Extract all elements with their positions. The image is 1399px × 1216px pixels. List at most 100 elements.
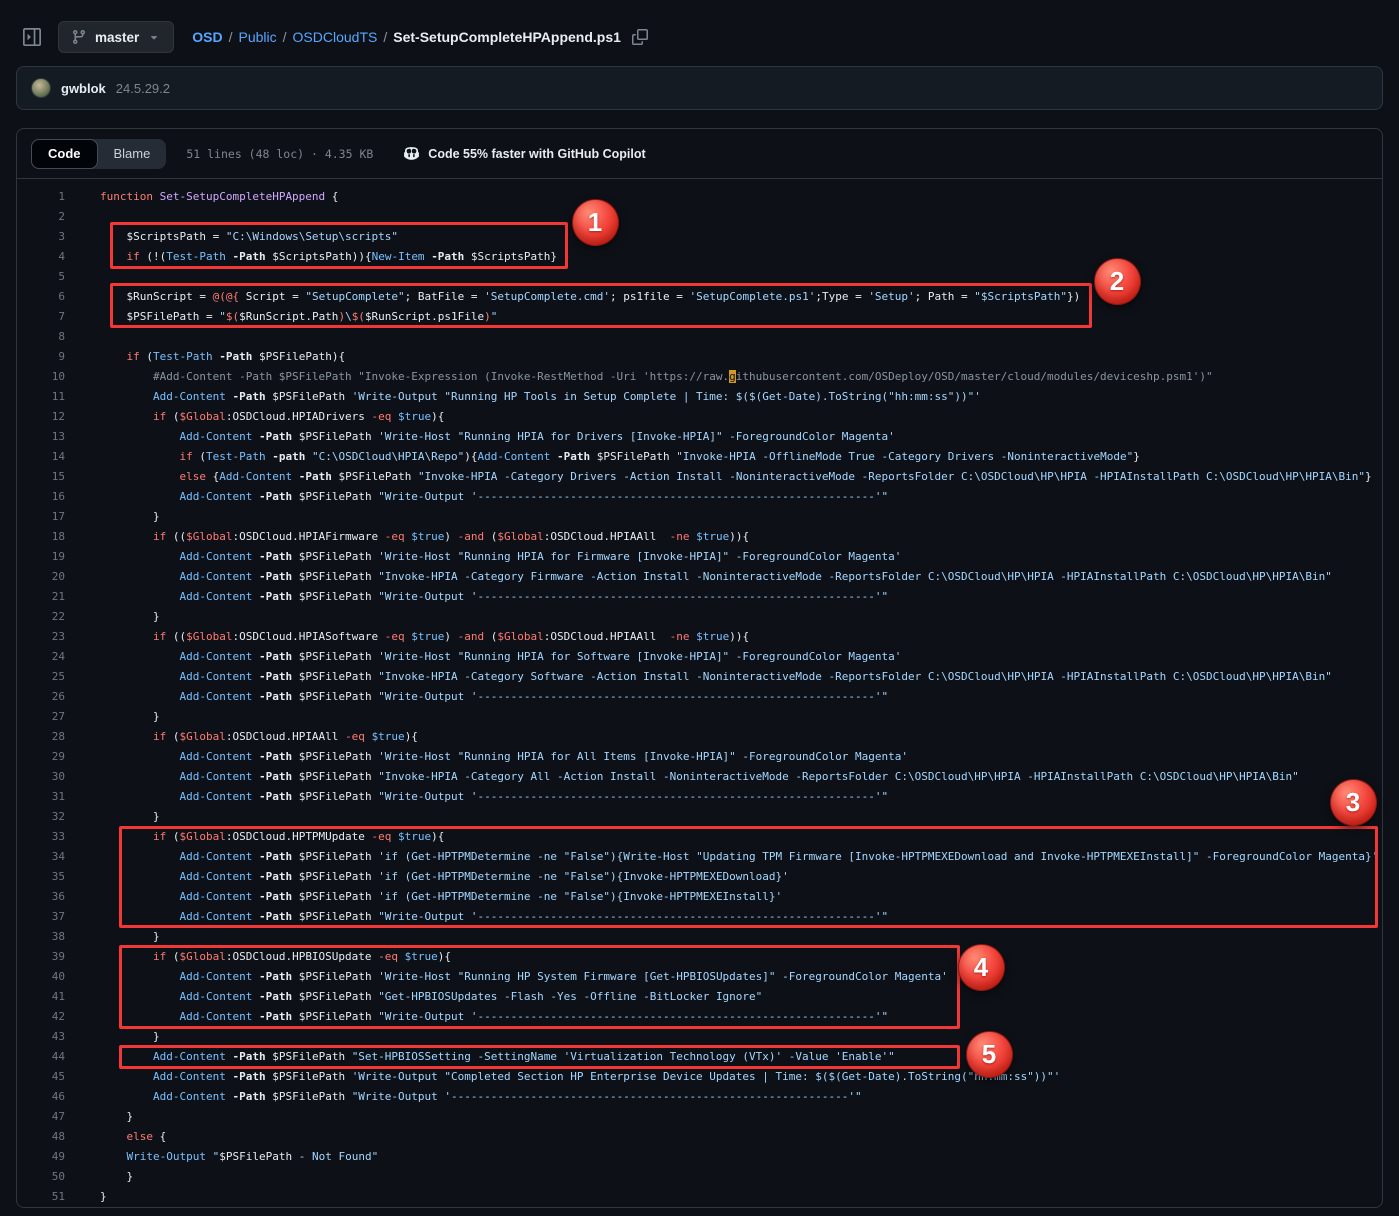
code-line: 38 } bbox=[17, 927, 1382, 947]
code-line: 25 Add-Content -Path $PSFilePath "Invoke… bbox=[17, 667, 1382, 687]
code-line: 29 Add-Content -Path $PSFilePath 'Write-… bbox=[17, 747, 1382, 767]
breadcrumb: OSD / Public / OSDCloudTS / Set-SetupCom… bbox=[192, 26, 651, 48]
line-number[interactable]: 15 bbox=[51, 470, 65, 483]
copy-path-button[interactable] bbox=[629, 26, 651, 48]
line-number[interactable]: 21 bbox=[51, 590, 65, 603]
line-number[interactable]: 1 bbox=[58, 190, 65, 203]
line-number[interactable]: 33 bbox=[51, 830, 65, 843]
line-content: function Set-SetupCompleteHPAppend { bbox=[100, 190, 339, 203]
copy-icon bbox=[631, 29, 648, 45]
line-number[interactable]: 38 bbox=[51, 930, 65, 943]
line-content: Add-Content -Path $PSFilePath 'Write-Out… bbox=[152, 390, 981, 403]
code-line: 47 } bbox=[17, 1107, 1382, 1127]
line-number[interactable]: 51 bbox=[51, 1190, 65, 1203]
line-number[interactable]: 48 bbox=[51, 1130, 65, 1143]
code-line: 39 if ($Global:OSDCloud.HPBIOSUpdate -eq… bbox=[17, 947, 1382, 967]
line-content: Add-Content -Path $PSFilePath "Write-Out… bbox=[179, 490, 889, 503]
line-number[interactable]: 29 bbox=[51, 750, 65, 763]
breadcrumb-dir-public[interactable]: Public bbox=[238, 29, 277, 45]
line-number[interactable]: 22 bbox=[51, 610, 65, 623]
line-number[interactable]: 31 bbox=[51, 790, 65, 803]
line-number[interactable]: 43 bbox=[51, 1030, 65, 1043]
line-number[interactable]: 27 bbox=[51, 710, 65, 723]
commit-message[interactable]: 24.5.29.2 bbox=[115, 80, 170, 96]
line-number[interactable]: 12 bbox=[51, 410, 65, 423]
line-number[interactable]: 46 bbox=[51, 1090, 65, 1103]
line-content: } bbox=[100, 610, 160, 623]
line-content: Add-Content -Path $PSFilePath "Get-HPBIO… bbox=[179, 990, 763, 1003]
line-number[interactable]: 13 bbox=[51, 430, 65, 443]
line-number[interactable]: 32 bbox=[51, 810, 65, 823]
line-number[interactable]: 5 bbox=[58, 270, 65, 283]
commit-author[interactable]: gwblok bbox=[61, 80, 106, 96]
copilot-banner[interactable]: Code 55% faster with GitHub Copilot bbox=[403, 145, 646, 162]
line-number[interactable]: 10 bbox=[51, 370, 65, 383]
line-number[interactable]: 45 bbox=[51, 1070, 65, 1083]
tab-blame[interactable]: Blame bbox=[113, 146, 151, 161]
line-content: else {Add-Content -Path $PSFilePath "Inv… bbox=[179, 470, 1372, 483]
expand-file-tree-button[interactable] bbox=[16, 21, 48, 53]
line-number[interactable]: 44 bbox=[51, 1050, 65, 1063]
line-number[interactable]: 8 bbox=[58, 330, 65, 343]
breadcrumb-file-name: Set-SetupCompleteHPAppend.ps1 bbox=[393, 29, 621, 45]
line-number[interactable]: 39 bbox=[51, 950, 65, 963]
line-number[interactable]: 42 bbox=[51, 1010, 65, 1023]
line-number[interactable]: 19 bbox=[51, 550, 65, 563]
line-number[interactable]: 16 bbox=[51, 490, 65, 503]
line-number[interactable]: 41 bbox=[51, 990, 65, 1003]
avatar[interactable] bbox=[31, 78, 51, 98]
line-number[interactable]: 35 bbox=[51, 870, 65, 883]
line-number[interactable]: 9 bbox=[58, 350, 65, 363]
line-content: Add-Content -Path $PSFilePath 'Write-Hos… bbox=[179, 550, 902, 563]
line-number[interactable]: 26 bbox=[51, 690, 65, 703]
file-meta: 51 lines (48 loc) · 4.35 KB bbox=[186, 146, 374, 161]
line-number[interactable]: 30 bbox=[51, 770, 65, 783]
line-content: Add-Content -Path $PSFilePath "Invoke-HP… bbox=[179, 670, 1332, 683]
line-number[interactable]: 49 bbox=[51, 1150, 65, 1163]
line-number[interactable]: 24 bbox=[51, 650, 65, 663]
line-content: Add-Content -Path $PSFilePath "Set-HPBIO… bbox=[152, 1050, 895, 1063]
line-number[interactable]: 18 bbox=[51, 530, 65, 543]
file-toolbar: Code Blame 51 lines (48 loc) · 4.35 KB C… bbox=[17, 129, 1382, 179]
line-number[interactable]: 23 bbox=[51, 630, 65, 643]
line-content: Add-Content -Path $PSFilePath 'Write-Hos… bbox=[179, 650, 902, 663]
breadcrumb-repo-link[interactable]: OSD bbox=[192, 29, 223, 45]
line-content: } bbox=[100, 1030, 160, 1043]
code-line: 20 Add-Content -Path $PSFilePath "Invoke… bbox=[17, 567, 1382, 587]
line-content: } bbox=[100, 810, 160, 823]
line-number[interactable]: 34 bbox=[51, 850, 65, 863]
line-number[interactable]: 28 bbox=[51, 730, 65, 743]
line-number[interactable]: 37 bbox=[51, 910, 65, 923]
code-line: 46 Add-Content -Path $PSFilePath "Write-… bbox=[17, 1087, 1382, 1107]
line-content: } bbox=[100, 510, 160, 523]
line-content: else { bbox=[126, 1130, 167, 1143]
code-view: 1 function Set-SetupCompleteHPAppend {2 3 … bbox=[17, 179, 1382, 1207]
line-content: if (Test-Path -Path $PSFilePath){ bbox=[126, 350, 346, 363]
line-number[interactable]: 4 bbox=[58, 250, 65, 263]
line-content: Add-Content -Path $PSFilePath 'if (Get-H… bbox=[179, 890, 783, 903]
line-content: if (($Global:OSDCloud.HPIAFirmware -eq $… bbox=[152, 530, 750, 543]
file-header: master OSD / Public / OSDCloudTS / Set-S… bbox=[16, 18, 1383, 56]
line-number[interactable]: 2 bbox=[58, 210, 65, 223]
line-number[interactable]: 25 bbox=[51, 670, 65, 683]
branch-name: master bbox=[95, 29, 140, 45]
line-number[interactable]: 36 bbox=[51, 890, 65, 903]
line-number[interactable]: 14 bbox=[51, 450, 65, 463]
line-number[interactable]: 11 bbox=[51, 390, 65, 403]
line-content: Add-Content -Path $PSFilePath "Invoke-HP… bbox=[179, 570, 1332, 583]
line-number[interactable]: 6 bbox=[58, 290, 65, 303]
line-number[interactable]: 50 bbox=[51, 1170, 65, 1183]
tab-code[interactable]: Code bbox=[31, 138, 98, 169]
breadcrumb-dir-osdcloudts[interactable]: OSDCloudTS bbox=[292, 29, 378, 45]
code-blame-switcher: Code Blame bbox=[31, 138, 167, 169]
line-number[interactable]: 3 bbox=[58, 230, 65, 243]
line-number[interactable]: 20 bbox=[51, 570, 65, 583]
line-content: Add-Content -Path $PSFilePath 'if (Get-H… bbox=[179, 870, 789, 883]
line-number[interactable]: 40 bbox=[51, 970, 65, 983]
code-line: 13 Add-Content -Path $PSFilePath 'Write-… bbox=[17, 427, 1382, 447]
line-number[interactable]: 47 bbox=[51, 1110, 65, 1123]
line-number[interactable]: 17 bbox=[51, 510, 65, 523]
code-line: 45 Add-Content -Path $PSFilePath 'Write-… bbox=[17, 1067, 1382, 1087]
line-number[interactable]: 7 bbox=[58, 310, 65, 323]
branch-selector[interactable]: master bbox=[58, 21, 175, 53]
